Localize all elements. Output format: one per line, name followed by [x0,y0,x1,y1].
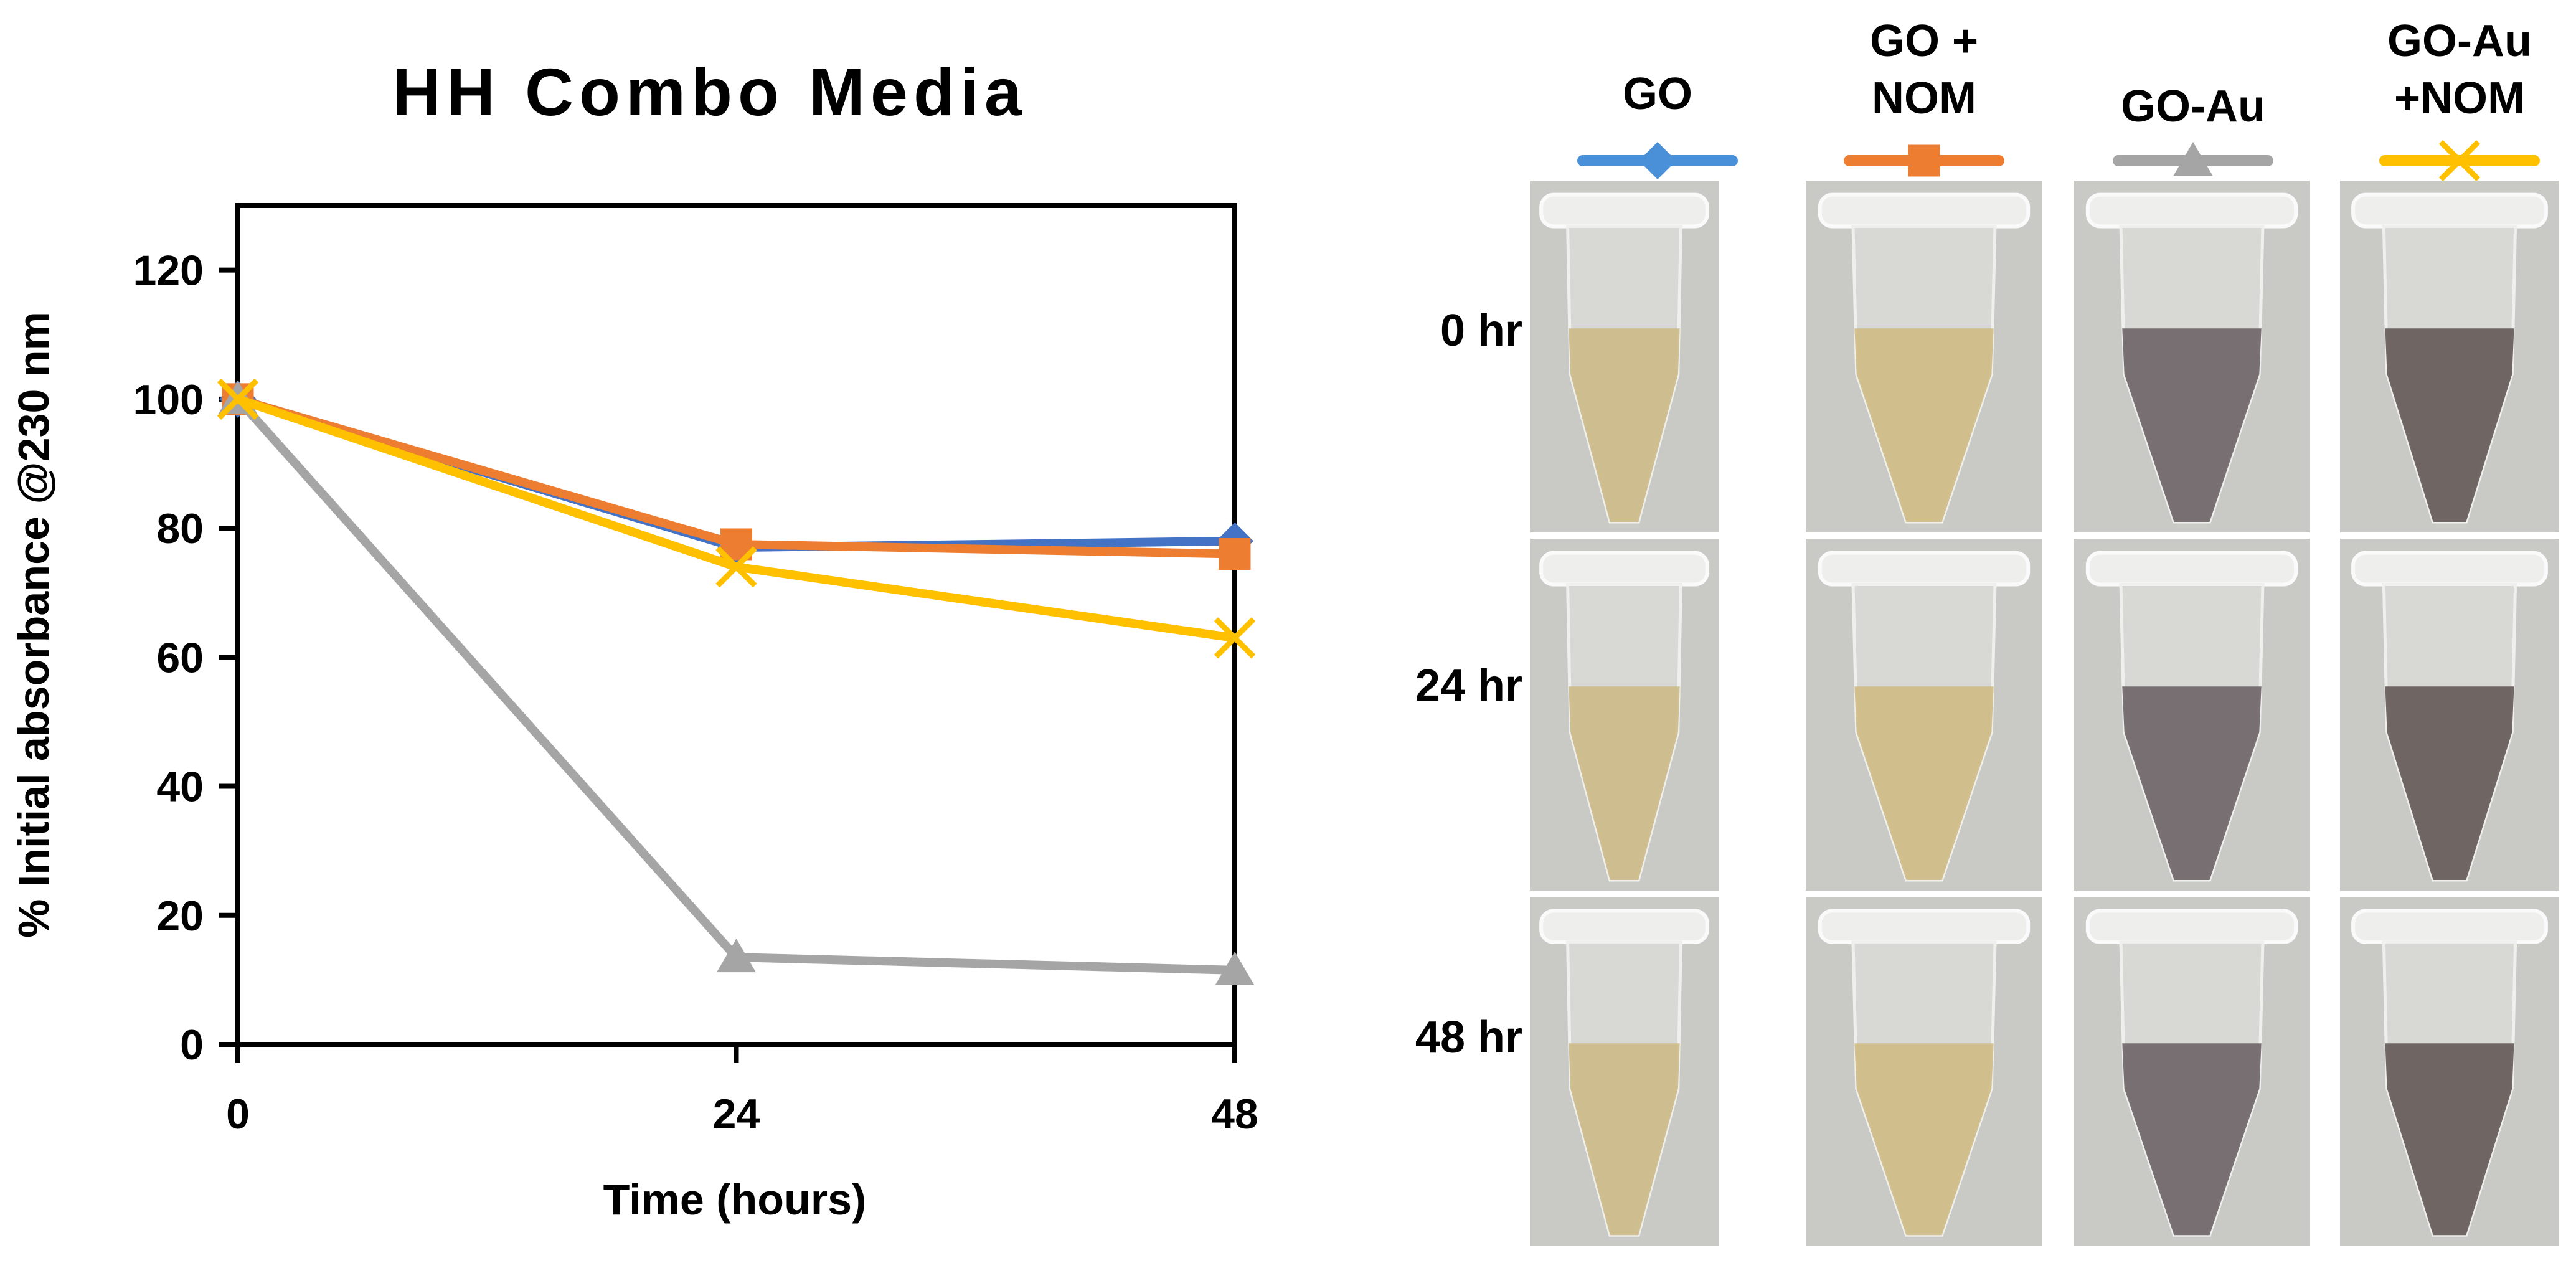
tube-drawing [1806,897,2042,1246]
tube-photo [1530,897,1719,1246]
chart-title: HH Combo Media [392,54,1027,130]
tube-photo [2340,181,2559,532]
tube-drawing [2074,181,2310,532]
x-axis: 0 24 48 [226,1044,1258,1138]
tube-drawing [2074,539,2310,891]
data-point [717,939,756,973]
tube-photo [1530,181,1719,532]
legend-swatch [2379,140,2540,182]
tube-drawing [1530,539,1719,891]
row-label: 48 hr [1415,1013,1522,1062]
legend-marker [2173,142,2213,176]
y-tick-label: 0 [180,1021,204,1069]
y-tick-label: 80 [156,505,204,552]
x-tick-label: 48 [1211,1090,1258,1138]
y-tick-label: 20 [156,892,204,940]
column-label: GO-Au +NOM [2341,12,2576,127]
legend-swatch [2113,142,2273,176]
data-point [1215,951,1255,985]
tube-drawing [1806,181,2042,532]
tube-photo [2340,539,2559,891]
series-line [234,396,1235,975]
column-label: GO-Au [2075,78,2311,135]
column-label: GO + NOM [1806,12,2042,127]
column-label-line: +NOM [2394,73,2526,123]
tube-photo [2074,181,2310,532]
series-line [237,395,1235,552]
row-label: 24 hr [1415,661,1522,711]
tube-photo [1806,897,2042,1246]
legend-marker [2438,140,2481,182]
y-tick-label: 60 [156,634,204,681]
line-chart: HH Combo Media 0 20 40 60 80 100 120 0 24 48 % I… [9,54,1258,1224]
x-tick-label: 0 [226,1090,250,1138]
series-layer [217,378,1256,985]
x-axis-title: Time (hours) [603,1175,867,1224]
row-label: 0 hr [1440,306,1522,356]
series-go-au [218,380,1255,985]
legend-swatch [1577,142,1738,179]
tube-drawing [1530,897,1719,1246]
column-label-line: GO-Au [2387,16,2532,66]
y-tick-label: 100 [133,376,204,423]
tube-photo [2340,897,2559,1246]
tube-drawing [2340,181,2559,532]
tube-photo [1806,181,2042,532]
tube-drawing [1530,181,1719,532]
series-line [236,395,1235,643]
series-go-au-nom [217,378,1256,659]
data-point [1219,538,1251,570]
column-label: GO [1539,65,1776,123]
tube-photo [1806,539,2042,891]
data-point [715,546,757,588]
tube-drawing [2340,897,2559,1246]
data-point [217,378,259,420]
legend-marker [1908,144,1940,177]
column-label-line: GO [1622,69,1692,119]
tube-drawing [2074,897,2310,1246]
tube-drawing [1806,539,2042,891]
y-tick-label: 120 [133,247,204,295]
data-point [1214,617,1256,659]
y-tick-label: 40 [156,764,204,811]
y-axis-title: % Initial absorbance @230 nm [9,311,58,938]
tube-photo [1530,539,1719,891]
column-label-line: GO + [1869,16,1979,66]
tube-drawing [2340,539,2559,891]
legend-marker [1639,142,1676,179]
column-label-line: GO-Au [2121,82,2265,131]
plot-area [235,203,1237,1047]
tube-photo [2074,897,2310,1246]
tube-photo [2074,539,2310,891]
x-tick-label: 24 [713,1090,760,1138]
y-axis: 0 20 40 60 80 100 120 [133,247,238,1069]
column-label-line: NOM [1872,73,1976,123]
legend-swatch [1844,144,2004,177]
